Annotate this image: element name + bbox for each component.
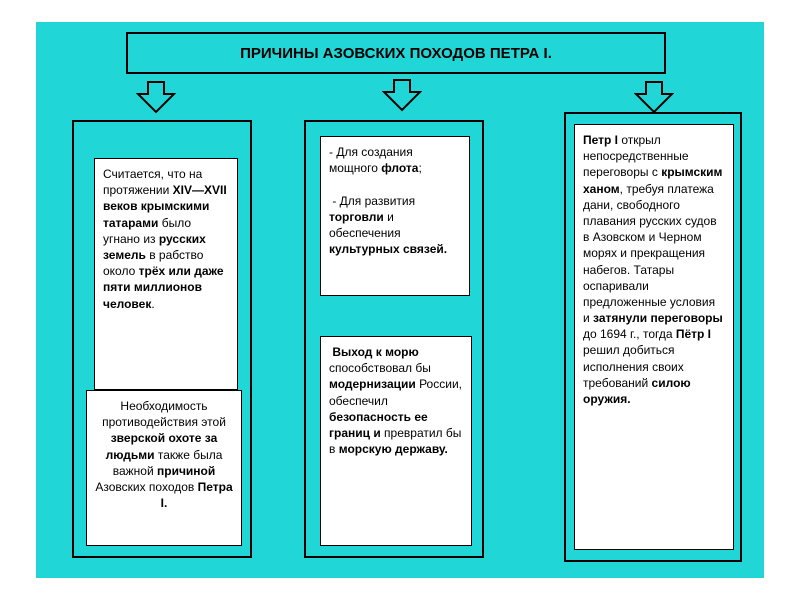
- column-2: - Для создания мощного флота; - Для разв…: [304, 120, 484, 558]
- col1-card-a: Считается, что на протяжении XIV—XVII ве…: [94, 158, 238, 390]
- title-text: ПРИЧИНЫ АЗОВСКИХ ПОХОДОВ ПЕТРА I.: [240, 45, 552, 62]
- column-3: Петр I открыл непосредственные переговор…: [564, 112, 742, 562]
- arrow-down-1: [136, 80, 176, 114]
- col2-card-b: Выход к морю способствовал бы модернизац…: [320, 336, 472, 546]
- arrow-down-3: [634, 80, 674, 114]
- title-box: ПРИЧИНЫ АЗОВСКИХ ПОХОДОВ ПЕТРА I.: [126, 32, 666, 74]
- column-1: Считается, что на протяжении XIV—XVII ве…: [72, 120, 252, 558]
- col1-card-b: Необходимость противодействия этой зверс…: [86, 390, 242, 546]
- col3-card-a: Петр I открыл непосредственные переговор…: [574, 124, 734, 550]
- arrow-down-2: [382, 78, 422, 112]
- diagram-canvas: ПРИЧИНЫ АЗОВСКИХ ПОХОДОВ ПЕТРА I. Считае…: [36, 22, 764, 578]
- col2-card-a: - Для создания мощного флота; - Для разв…: [320, 136, 470, 296]
